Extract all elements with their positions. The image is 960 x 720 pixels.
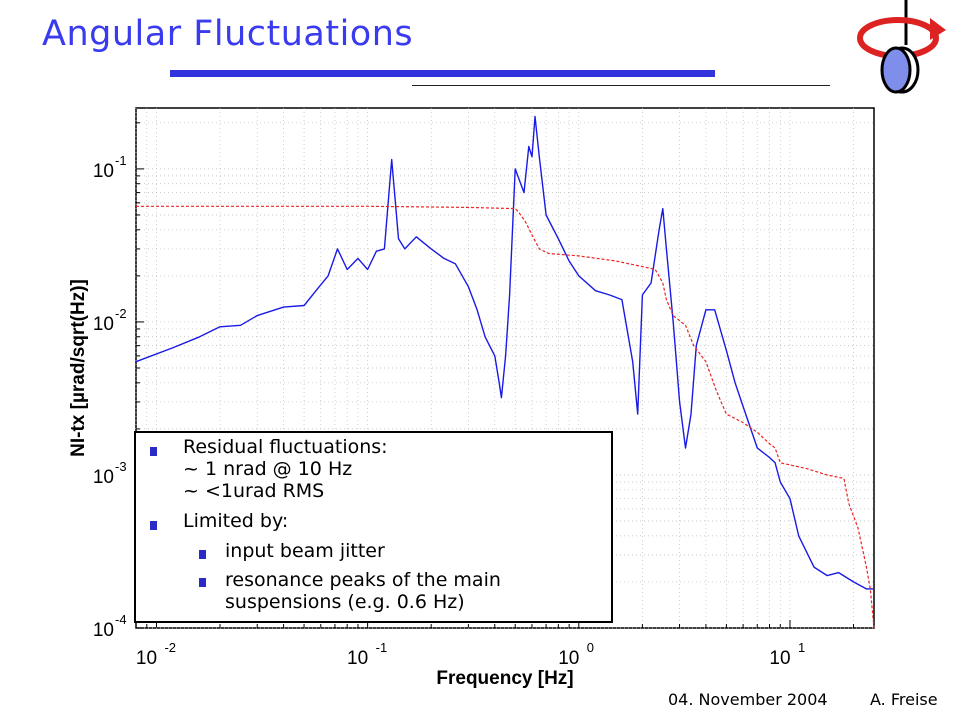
x-tick-labels: 10 -2 10 -1 10 0 10 1	[136, 640, 805, 669]
y-axis-title: NI-tx [µrad/sqrt(Hz)]	[68, 279, 89, 457]
rotation-pendulum-logo-icon	[857, 0, 946, 94]
y-tick-label: 10	[93, 314, 114, 335]
footer-date: 04. November 2004	[668, 690, 828, 709]
y-tick-exponent: -2	[115, 306, 127, 321]
x-tick-label: 10	[136, 648, 157, 669]
y-tick-label: 10	[93, 620, 114, 641]
x-axis-title: Frequency [Hz]	[436, 668, 573, 689]
callout-line: Residual fluctuations:	[183, 436, 388, 458]
x-tick-exponent: 1	[798, 640, 805, 655]
x-tick-exponent: -1	[376, 640, 388, 655]
y-tick-exponent: -1	[115, 153, 127, 168]
spectrum-series-line	[135, 115, 874, 590]
rms-series-line	[136, 205, 875, 629]
slide-title: Angular Fluctuations	[42, 14, 414, 54]
callout-line: Limited by:	[183, 510, 289, 532]
series-group	[135, 115, 875, 629]
y-tick-exponent: -4	[115, 612, 127, 627]
x-tick-label: 10	[558, 648, 579, 669]
x-tick-label: 10	[347, 648, 368, 669]
x-tick-exponent: 0	[587, 640, 594, 655]
callout-line: input beam jitter	[225, 540, 385, 562]
sub-bullet-marker	[199, 578, 206, 587]
bullet-marker	[150, 447, 157, 456]
bullet-marker	[150, 521, 157, 530]
annotation-box: Residual fluctuations: ~ 1 nrad @ 10 Hz …	[134, 431, 613, 623]
callout-line: resonance peaks of the main	[225, 569, 501, 591]
x-tick-label: 10	[769, 648, 790, 669]
y-tick-label: 10	[93, 467, 114, 488]
footer-author: A. Freise	[870, 690, 938, 709]
title-divider-line	[412, 85, 830, 86]
callout-line: ~ 1 nrad @ 10 Hz	[183, 458, 353, 480]
callout-line: ~ <1urad RMS	[183, 480, 325, 502]
y-tick-labels: 10-110-210-310-4	[93, 153, 127, 641]
y-tick-exponent: -3	[115, 459, 127, 474]
x-tick-exponent: -2	[164, 640, 176, 655]
y-tick-label: 10	[93, 161, 114, 182]
sub-bullet-marker	[199, 550, 206, 559]
callout-line: suspensions (e.g. 0.6 Hz)	[225, 591, 465, 613]
title-underline-bar	[170, 70, 715, 77]
